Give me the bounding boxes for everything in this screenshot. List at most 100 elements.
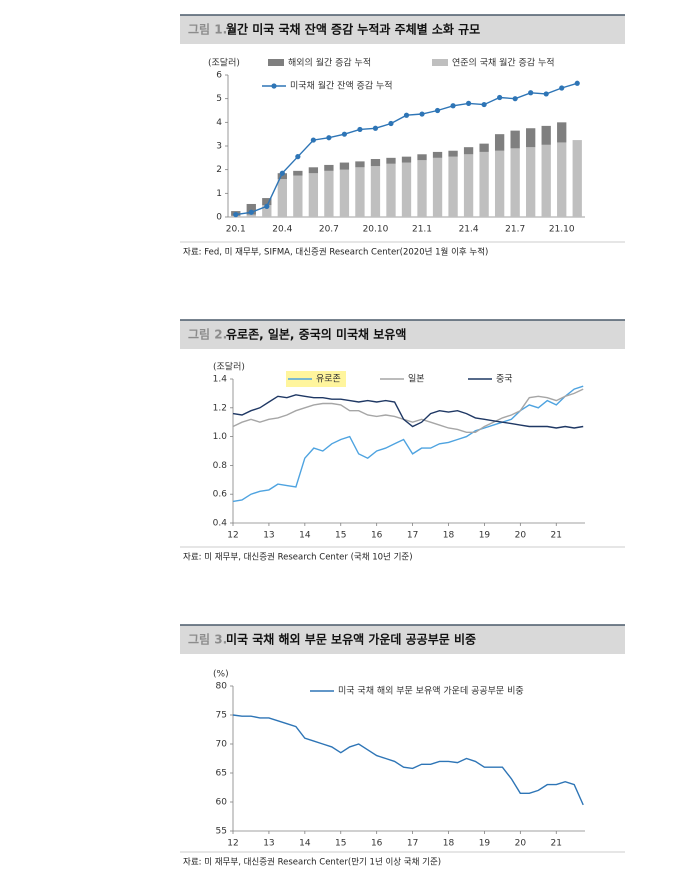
legend-label: 연준의 국채 월간 증감 누적 (452, 57, 555, 69)
bar (401, 162, 412, 217)
bar (541, 125, 551, 145)
bar (262, 205, 272, 217)
y-tick-label: 5 (216, 94, 222, 104)
bar (324, 164, 334, 171)
bar (401, 156, 412, 163)
marker (279, 170, 285, 176)
y-tick-label: 2 (216, 165, 222, 175)
line (232, 385, 584, 503)
y-tick-label: 55 (216, 827, 227, 837)
marker (310, 137, 316, 143)
bar (526, 128, 536, 148)
marker (543, 91, 549, 97)
bar (339, 169, 350, 217)
x-tick-label: 20 (515, 531, 527, 541)
bar (479, 143, 489, 152)
legend-label: 해외의 월간 증감 누적 (288, 57, 371, 69)
y-tick-label: 1 (216, 189, 222, 199)
bar (494, 134, 505, 151)
source: 자료: Fed, 미 재무부, SIFMA, 대신증권 Research Cen… (183, 247, 488, 258)
marker (434, 107, 441, 114)
x-tick-label: 21.4 (459, 225, 479, 235)
marker (341, 131, 348, 137)
marker (233, 212, 239, 218)
x-tick-label: 13 (263, 531, 274, 541)
y-tick-label: 0 (216, 213, 222, 223)
marker (559, 85, 565, 91)
bar (370, 166, 381, 217)
marker (403, 112, 410, 118)
y-tick-label: 3 (216, 142, 222, 152)
x-tick-label: 20.7 (319, 225, 339, 235)
bar (277, 173, 287, 180)
x-tick-label: 18 (443, 531, 455, 541)
bar (308, 173, 319, 217)
x-tick-label: 17 (407, 839, 418, 849)
figure-label: 그림 2. (188, 328, 227, 342)
bar (510, 130, 520, 149)
bar (246, 203, 256, 215)
bar (526, 147, 536, 217)
y-tick-label: 65 (216, 769, 227, 779)
figure-label: 그림 3. (188, 633, 227, 647)
marker (419, 111, 425, 117)
legend-label: 유로존 (316, 374, 341, 385)
bar (293, 175, 303, 217)
marker (465, 100, 472, 106)
source: 자료: 미 재무부, 대신증권 Research Center(만기 1년 이상… (183, 857, 441, 868)
bar (355, 167, 365, 217)
figure-header (180, 625, 625, 654)
marker (481, 101, 487, 108)
x-tick-label: 20.1 (226, 225, 246, 235)
bar (246, 214, 256, 217)
legend-label: 미국채 월간 잔액 증감 누적 (290, 80, 393, 92)
y-tick-label: 0.8 (213, 461, 228, 471)
x-tick-label: 20.10 (363, 225, 389, 235)
bar (510, 148, 520, 217)
x-tick-label: 16 (371, 531, 383, 541)
y-tick-label: 75 (216, 711, 227, 721)
x-tick-label: 17 (407, 531, 418, 541)
bar (339, 162, 350, 170)
bar (463, 147, 474, 155)
x-tick-label: 12 (227, 839, 238, 849)
unit-label: (조달러) (213, 361, 245, 373)
y-tick-label: 60 (216, 798, 228, 808)
marker (512, 96, 518, 102)
bar (370, 159, 381, 167)
line (232, 714, 584, 806)
marker (326, 135, 332, 141)
legend-label: 미국 국채 해외 부문 보유액 가운데 공공부문 비중 (338, 685, 524, 697)
bar (277, 179, 287, 217)
marker (450, 103, 456, 109)
y-tick-label: 80 (216, 682, 228, 692)
bar (448, 156, 458, 217)
x-tick-label: 21.7 (505, 225, 525, 235)
x-tick-label: 13 (263, 839, 274, 849)
x-tick-label: 19 (479, 531, 491, 541)
legend-highlight (286, 371, 346, 387)
x-tick-label: 21 (551, 531, 562, 541)
y-tick-label: 0.4 (213, 519, 228, 529)
x-tick-label: 21 (551, 839, 562, 849)
bar (386, 163, 396, 217)
x-tick-label: 15 (335, 531, 346, 541)
figure-title: 유로존, 일본, 중국의 미국채 보유액 (226, 327, 406, 342)
bar (541, 144, 551, 217)
marker (295, 154, 301, 160)
marker (264, 203, 270, 209)
marker (248, 209, 254, 215)
bar (386, 157, 396, 164)
bar (557, 142, 567, 217)
x-tick-label: 21.1 (412, 225, 432, 235)
y-tick-label: 4 (216, 118, 222, 128)
line (232, 394, 584, 429)
bar (324, 170, 334, 217)
legend-swatch (268, 59, 284, 66)
line (232, 388, 584, 433)
y-tick-label: 70 (216, 740, 228, 750)
bar (417, 160, 427, 217)
y-tick-label: 1.0 (213, 432, 228, 442)
legend-label: 일본 (408, 374, 425, 385)
bar (293, 170, 303, 176)
